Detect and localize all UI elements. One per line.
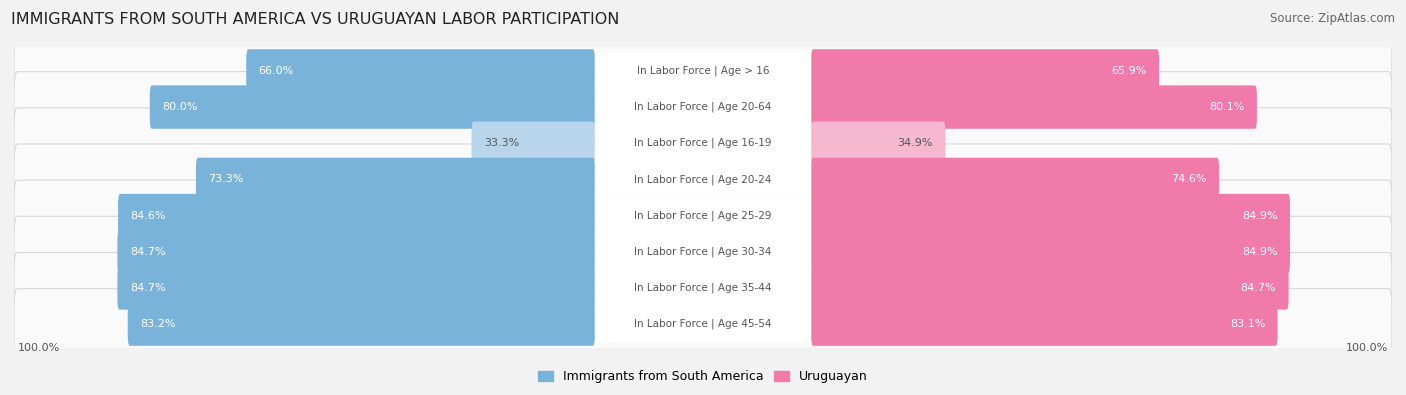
Text: 84.7%: 84.7% [129, 283, 166, 293]
Text: In Labor Force | Age 20-64: In Labor Force | Age 20-64 [634, 102, 772, 112]
Text: 84.9%: 84.9% [1241, 211, 1278, 220]
Text: In Labor Force | Age 16-19: In Labor Force | Age 16-19 [634, 138, 772, 149]
Text: 84.9%: 84.9% [1241, 247, 1278, 257]
FancyBboxPatch shape [117, 230, 595, 273]
Text: 100.0%: 100.0% [17, 342, 59, 353]
FancyBboxPatch shape [811, 230, 1289, 273]
Text: IMMIGRANTS FROM SOUTH AMERICA VS URUGUAYAN LABOR PARTICIPATION: IMMIGRANTS FROM SOUTH AMERICA VS URUGUAY… [11, 12, 620, 27]
FancyBboxPatch shape [595, 161, 811, 198]
Text: In Labor Force | Age 30-34: In Labor Force | Age 30-34 [634, 246, 772, 257]
Text: 66.0%: 66.0% [259, 66, 294, 76]
FancyBboxPatch shape [150, 85, 595, 129]
Text: 84.7%: 84.7% [1240, 283, 1277, 293]
FancyBboxPatch shape [14, 144, 1392, 215]
FancyBboxPatch shape [14, 71, 1392, 143]
Text: Source: ZipAtlas.com: Source: ZipAtlas.com [1270, 12, 1395, 25]
Text: In Labor Force | Age 45-54: In Labor Force | Age 45-54 [634, 319, 772, 329]
Legend: Immigrants from South America, Uruguayan: Immigrants from South America, Uruguayan [538, 371, 868, 384]
Text: 74.6%: 74.6% [1171, 175, 1206, 184]
FancyBboxPatch shape [195, 158, 595, 201]
FancyBboxPatch shape [471, 122, 595, 165]
FancyBboxPatch shape [14, 36, 1392, 106]
Text: 33.3%: 33.3% [484, 138, 519, 148]
FancyBboxPatch shape [595, 125, 811, 161]
Text: 100.0%: 100.0% [1347, 342, 1389, 353]
FancyBboxPatch shape [811, 194, 1289, 237]
FancyBboxPatch shape [14, 180, 1392, 251]
FancyBboxPatch shape [595, 234, 811, 270]
Text: 83.2%: 83.2% [141, 319, 176, 329]
FancyBboxPatch shape [14, 216, 1392, 287]
Text: 84.6%: 84.6% [131, 211, 166, 220]
FancyBboxPatch shape [595, 198, 811, 234]
Text: 65.9%: 65.9% [1111, 66, 1147, 76]
FancyBboxPatch shape [811, 303, 1278, 346]
FancyBboxPatch shape [811, 266, 1289, 310]
FancyBboxPatch shape [811, 85, 1257, 129]
FancyBboxPatch shape [117, 266, 595, 310]
FancyBboxPatch shape [811, 158, 1219, 201]
Text: 84.7%: 84.7% [129, 247, 166, 257]
FancyBboxPatch shape [811, 49, 1159, 92]
FancyBboxPatch shape [595, 53, 811, 89]
FancyBboxPatch shape [595, 89, 811, 125]
FancyBboxPatch shape [811, 122, 945, 165]
FancyBboxPatch shape [14, 108, 1392, 179]
Text: 73.3%: 73.3% [208, 175, 243, 184]
Text: In Labor Force | Age > 16: In Labor Force | Age > 16 [637, 66, 769, 76]
Text: In Labor Force | Age 35-44: In Labor Force | Age 35-44 [634, 283, 772, 293]
FancyBboxPatch shape [595, 270, 811, 306]
FancyBboxPatch shape [246, 49, 595, 92]
Text: In Labor Force | Age 20-24: In Labor Force | Age 20-24 [634, 174, 772, 185]
FancyBboxPatch shape [128, 303, 595, 346]
FancyBboxPatch shape [118, 194, 595, 237]
FancyBboxPatch shape [595, 306, 811, 342]
Text: In Labor Force | Age 25-29: In Labor Force | Age 25-29 [634, 210, 772, 221]
Text: 83.1%: 83.1% [1230, 319, 1265, 329]
FancyBboxPatch shape [14, 252, 1392, 324]
Text: 34.9%: 34.9% [897, 138, 934, 148]
FancyBboxPatch shape [14, 289, 1392, 359]
Text: 80.1%: 80.1% [1209, 102, 1244, 112]
Text: 80.0%: 80.0% [162, 102, 198, 112]
